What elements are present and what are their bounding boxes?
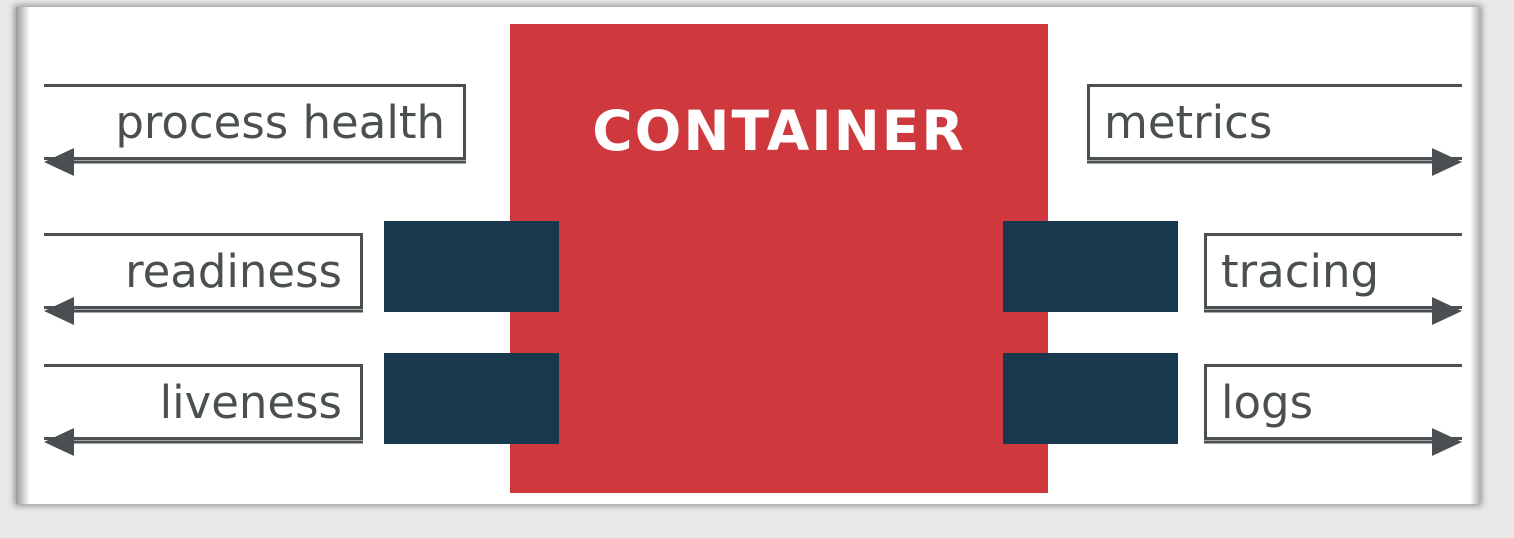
port-right-tracing: [1003, 221, 1178, 312]
readiness-label-box: readiness: [44, 233, 363, 309]
left-row-liveness: liveness: [44, 364, 363, 464]
process-health-arrow-icon: [44, 148, 466, 176]
process-health-label-box: process health: [44, 84, 466, 160]
liveness-label-box: liveness: [44, 364, 363, 440]
container-title: CONTAINER: [592, 99, 966, 163]
left-row-readiness: readiness: [44, 233, 363, 333]
readiness-label: readiness: [125, 244, 342, 298]
logs-arrow-icon: [1204, 428, 1462, 456]
right-row-logs: logs: [1204, 364, 1462, 464]
tracing-label: tracing: [1221, 244, 1380, 298]
left-row-process-health: process health: [44, 84, 466, 184]
liveness-label: liveness: [159, 375, 342, 429]
tracing-label-box: tracing: [1204, 233, 1462, 309]
logs-label: logs: [1221, 375, 1314, 429]
port-left-liveness: [384, 353, 559, 444]
readiness-arrow-icon: [44, 297, 363, 325]
tracing-arrow-icon: [1204, 297, 1462, 325]
metrics-label: metrics: [1104, 95, 1273, 149]
port-left-readiness: [384, 221, 559, 312]
metrics-label-box: metrics: [1087, 84, 1462, 160]
metrics-arrow-icon: [1087, 148, 1462, 176]
right-row-tracing: tracing: [1204, 233, 1462, 333]
logs-label-box: logs: [1204, 364, 1462, 440]
port-right-logs: [1003, 353, 1178, 444]
liveness-arrow-icon: [44, 428, 363, 456]
process-health-label: process health: [115, 95, 445, 149]
container-block: CONTAINER: [510, 24, 1048, 493]
right-row-metrics: metrics: [1087, 84, 1462, 184]
